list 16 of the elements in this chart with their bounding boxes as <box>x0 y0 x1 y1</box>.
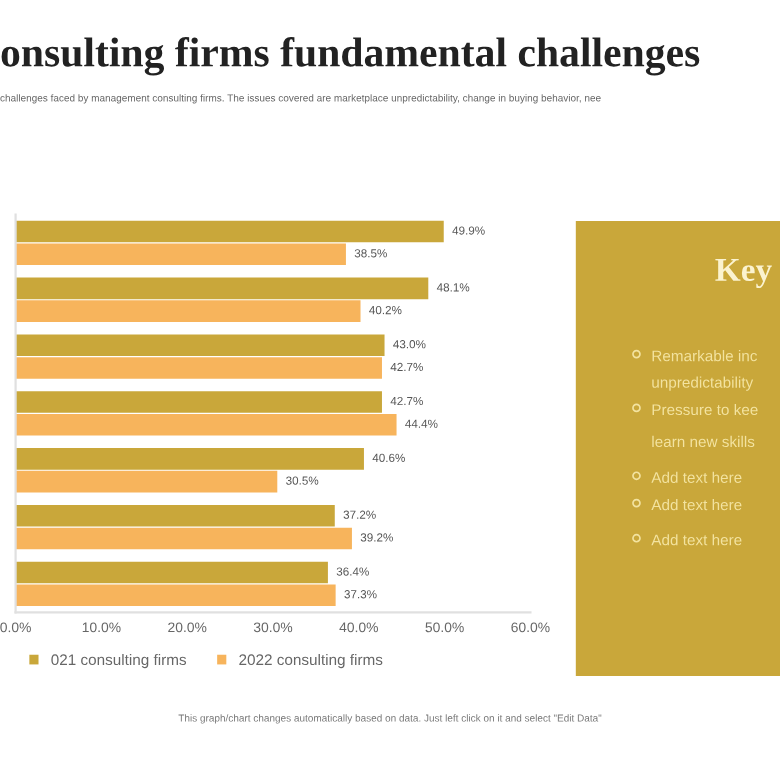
bar <box>15 561 328 584</box>
bar <box>15 334 385 356</box>
bar <box>15 277 429 300</box>
bar <box>15 391 382 413</box>
chart-title: onsulting firms fundamental challenges <box>1 36 700 76</box>
bar <box>15 413 397 436</box>
bar <box>15 584 336 607</box>
bar <box>15 504 335 527</box>
bar <box>15 448 364 470</box>
bar <box>15 357 382 379</box>
bar <box>15 220 444 243</box>
bar <box>15 243 346 266</box>
bar <box>15 300 361 322</box>
bar <box>15 527 352 550</box>
text: Key <box>715 258 772 288</box>
bar <box>15 470 278 493</box>
